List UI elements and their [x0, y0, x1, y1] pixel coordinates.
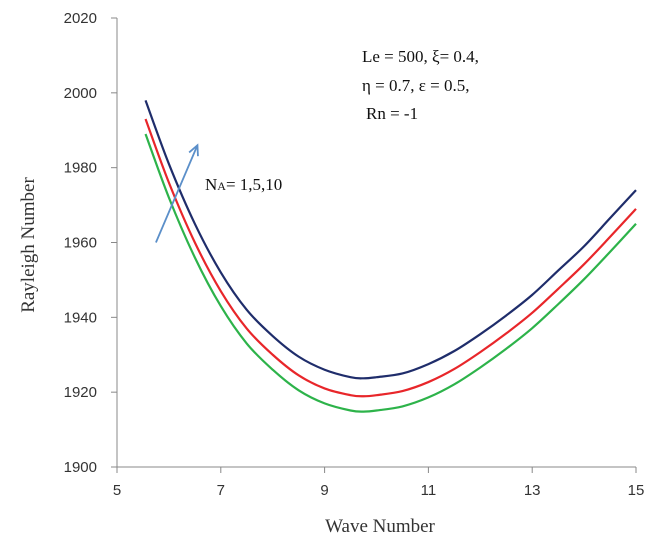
x-axis-ticks: 5 7 9 11 13 15: [113, 467, 645, 499]
params-line-3: Rn = -1: [366, 104, 418, 123]
params-line-2: η = 0.7, ε = 0.5,: [362, 76, 469, 95]
arrow-shaft: [155, 144, 199, 243]
x-tick-label: 11: [421, 482, 437, 499]
series-line-3: [144, 133, 637, 413]
na-arrow: [155, 143, 199, 243]
y-tick-label: 1980: [64, 160, 97, 177]
na-label-rest: = 1,5,10: [226, 175, 282, 194]
parameter-annotation: Le = 500, ξ= 0.4, η = 0.7, ε = 0.5, Rn =…: [362, 47, 479, 123]
x-tick-label: 7: [217, 482, 225, 499]
series-line-2: [144, 118, 637, 398]
y-tick-label: 2000: [64, 85, 97, 102]
params-line-1: Le = 500, ξ= 0.4,: [362, 47, 479, 66]
x-tick-label: 15: [628, 482, 645, 499]
x-axis-label: Wave Number: [325, 516, 435, 537]
y-tick-label: 1940: [64, 309, 97, 326]
y-tick-label: 1920: [64, 384, 97, 401]
x-tick-label: 13: [524, 482, 541, 499]
y-tick-label: 1960: [64, 235, 97, 252]
series-line-1: [144, 99, 637, 380]
y-axis-ticks: 1900 1920 1940 1960 1980 2000 2020: [64, 10, 117, 476]
arrow-head: [188, 143, 199, 157]
na-label-main: N: [205, 175, 217, 194]
series-lines: [144, 99, 637, 413]
y-axis-label: Rayleigh Number: [18, 177, 39, 313]
x-tick-label: 9: [320, 482, 328, 499]
y-tick-label: 1900: [64, 459, 97, 476]
x-tick-label: 5: [113, 482, 121, 499]
y-tick-label: 2020: [64, 10, 97, 27]
na-label: NA= 1,5,10: [205, 175, 282, 194]
na-label-sub: A: [217, 179, 226, 193]
